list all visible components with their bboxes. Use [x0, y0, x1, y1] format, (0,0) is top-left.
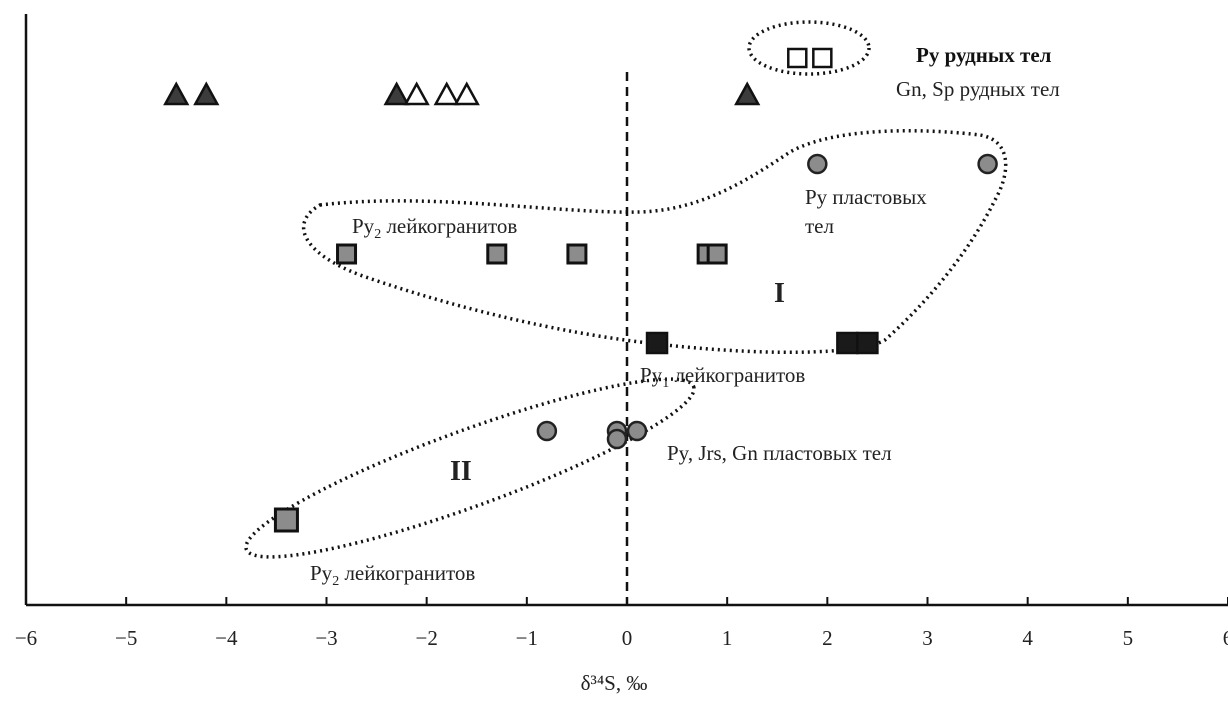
annotation-py1-leuco: Py1 лейкогранитов — [640, 363, 805, 391]
x-tick-label: 0 — [622, 626, 633, 650]
annotation-py-layer-1: Py пластовых — [805, 185, 927, 209]
filled-triangle-point — [163, 81, 190, 106]
gray-circle-point — [977, 153, 998, 175]
group-II-label: II — [450, 456, 472, 487]
filled-triangle-point — [383, 81, 410, 106]
x-tick-label: 1 — [722, 626, 733, 650]
x-tick-label: 2 — [822, 626, 833, 650]
square-gray-point — [706, 243, 728, 265]
open-triangle-point — [403, 81, 430, 106]
x-tick-label: 3 — [922, 626, 933, 650]
square-black-point — [645, 331, 669, 355]
square-black-point — [856, 331, 879, 355]
square-open-point — [787, 47, 808, 69]
annotation-py-jrs-gn: Py, Jrs, Gn пластовых тел — [667, 441, 892, 465]
x-tick-label: −3 — [315, 626, 337, 650]
annotation-py-ore: Py рудных тел — [916, 43, 1052, 67]
annotation-py2-leuco-upper: Py2 лейкогранитов — [352, 214, 517, 242]
annotation-py2-leuco-lower: Py2 лейкогранитов — [310, 561, 475, 589]
x-tick-label: −1 — [516, 626, 538, 650]
x-tick-label: −2 — [415, 626, 437, 650]
square-black-point — [836, 331, 859, 355]
group-I-label: I — [774, 278, 785, 309]
x-tick-label: 4 — [1022, 626, 1033, 650]
open-triangle-point — [433, 81, 460, 106]
square-open-point — [812, 47, 833, 69]
group-II-enclosure — [244, 377, 696, 559]
x-tick-label: 6 — [1223, 626, 1228, 650]
square-gray-point — [336, 243, 358, 265]
gray-circle-point — [626, 420, 648, 442]
ore-bodies-enclosure — [747, 20, 871, 76]
annotation-gn-sp-ore: Gn, Sp рудных тел — [896, 77, 1060, 101]
open-triangle-point — [453, 81, 480, 106]
group-I-enclosure — [301, 129, 1008, 355]
x-axis-ticks: −6 −5 −4 −3 −2 −1 0 1 2 3 4 5 6 — [15, 597, 1228, 650]
square-gray-point — [566, 243, 588, 265]
filled-triangle-point — [734, 81, 761, 106]
square-gray-point — [486, 243, 508, 265]
data-points — [163, 47, 998, 533]
annotation-py-layer-2: тел — [805, 214, 834, 238]
x-tick-label: 5 — [1123, 626, 1134, 650]
gray-circle-point — [807, 153, 828, 175]
x-tick-label: −4 — [215, 626, 238, 650]
x-tick-label: −6 — [15, 626, 37, 650]
x-tick-label: −5 — [115, 626, 137, 650]
square-gray-point — [273, 507, 299, 533]
gray-circle-point — [606, 428, 628, 450]
filled-triangle-point — [193, 81, 220, 106]
x-axis-title: δ³⁴S, ‰ — [581, 671, 648, 695]
gray-circle-point — [536, 420, 558, 442]
